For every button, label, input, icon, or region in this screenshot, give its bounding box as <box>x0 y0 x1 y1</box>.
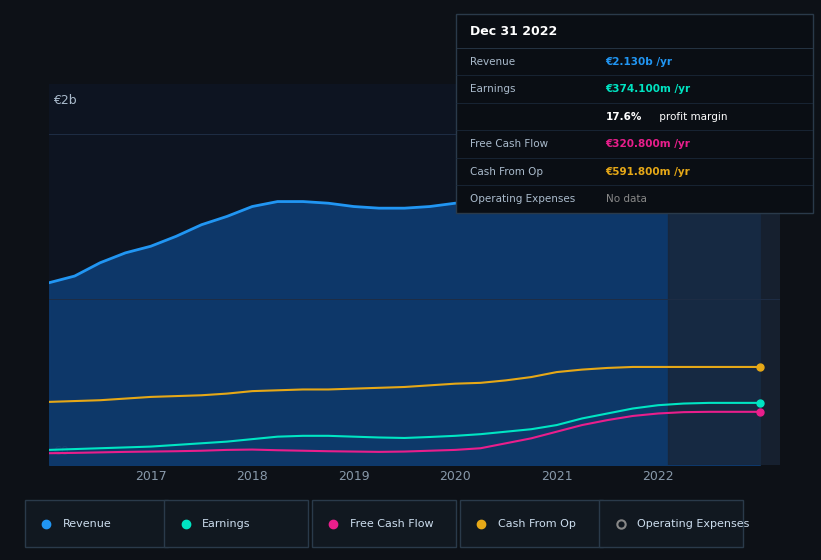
Text: €2b: €2b <box>53 94 76 106</box>
Text: profit margin: profit margin <box>656 111 727 122</box>
Text: Earnings: Earnings <box>202 519 250 529</box>
FancyBboxPatch shape <box>164 500 308 547</box>
FancyBboxPatch shape <box>456 14 813 213</box>
FancyBboxPatch shape <box>25 500 168 547</box>
Text: Operating Expenses: Operating Expenses <box>637 519 750 529</box>
Text: Cash From Op: Cash From Op <box>470 166 543 176</box>
Text: Earnings: Earnings <box>470 84 516 94</box>
Bar <box>668 84 790 465</box>
Text: €2.130b /yr: €2.130b /yr <box>606 57 672 67</box>
FancyBboxPatch shape <box>312 500 456 547</box>
Text: Free Cash Flow: Free Cash Flow <box>470 139 548 149</box>
Text: 17.6%: 17.6% <box>606 111 642 122</box>
Text: €374.100m /yr: €374.100m /yr <box>606 84 690 94</box>
Text: Cash From Op: Cash From Op <box>498 519 576 529</box>
Text: Revenue: Revenue <box>470 57 515 67</box>
Text: Free Cash Flow: Free Cash Flow <box>350 519 433 529</box>
Text: €591.800m /yr: €591.800m /yr <box>606 166 690 176</box>
Text: €320.800m /yr: €320.800m /yr <box>606 139 690 149</box>
FancyBboxPatch shape <box>460 500 603 547</box>
Text: No data: No data <box>606 194 646 204</box>
FancyBboxPatch shape <box>599 500 743 547</box>
Text: Dec 31 2022: Dec 31 2022 <box>470 25 557 39</box>
Text: Operating Expenses: Operating Expenses <box>470 194 576 204</box>
Text: €0: €0 <box>53 445 69 458</box>
Text: Revenue: Revenue <box>62 519 111 529</box>
